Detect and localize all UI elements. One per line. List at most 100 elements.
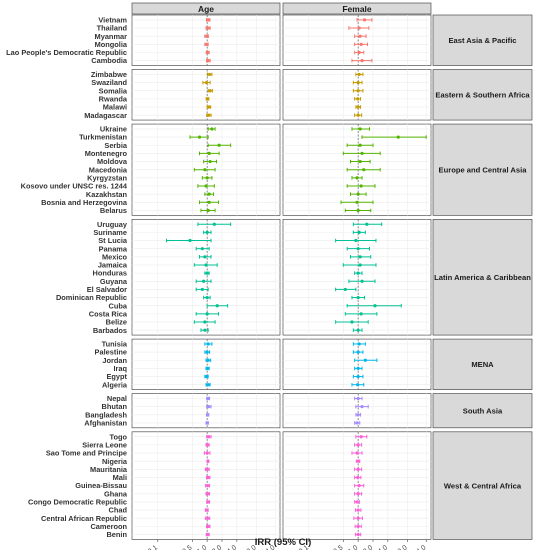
point-estimate [205,413,210,417]
point-estimate [207,405,211,409]
point-estimate [207,72,212,77]
point-estimate [205,421,209,425]
point-estimate [356,80,360,85]
estimate-female [351,127,370,131]
point-estimate [356,383,360,387]
estimate-age [193,263,218,267]
estimate-female [351,295,366,300]
estimate-age [204,42,209,47]
point-estimate [206,26,210,30]
point-estimate [356,516,360,520]
estimate-age [198,255,212,259]
estimate-female [348,279,376,284]
point-estimate [359,42,363,46]
point-estimate [205,350,209,354]
estimate-female [352,342,366,346]
country-label: Belarus [100,206,127,215]
point-estimate [358,143,362,147]
point-estimate [202,279,206,283]
country-label: St Lucia [98,236,128,245]
country-label: Bhutan [102,402,128,411]
estimate-female [335,287,357,292]
point-estimate [207,200,211,204]
estimate-female [355,459,361,463]
estimate-female [344,312,378,316]
estimate-female [355,105,362,109]
point-estimate [206,500,210,504]
panel-female-region-0 [282,14,432,66]
estimate-age [205,421,209,425]
panel-age-region-3 [131,219,281,336]
panel-female-region-3 [282,219,432,336]
country-label: Kyrgyzstan [87,173,127,182]
estimate-age [205,26,211,30]
point-estimate [207,192,211,196]
country-label: Kazakhstan [86,190,128,199]
point-estimate [358,159,362,164]
estimate-female [346,143,374,148]
country-label: Thailand [97,24,128,33]
country-label: Lao People's Democratic Republic [6,48,127,57]
point-estimate [204,374,209,379]
point-estimate [205,176,209,180]
country-label: El Salvador [87,285,127,294]
country-label: Zimbabwe [91,70,127,79]
point-estimate [360,59,364,63]
estimate-age [205,382,211,387]
point-estimate [205,484,210,488]
estimate-female [335,320,369,324]
estimate-age [204,271,210,275]
column-strip-female [282,2,432,15]
region-label: East Asia & Pacific [448,36,516,45]
country-label: Ukraine [100,125,127,134]
country-label: Afghanistan [84,419,127,428]
region-label: West & Central Africa [444,481,522,490]
point-estimate [206,358,210,362]
point-estimate [350,320,354,324]
x-tick-label: 1.0 [347,544,359,550]
estimate-female [344,208,372,213]
estimate-female [352,80,363,85]
point-estimate [360,151,364,155]
point-estimate [205,271,209,275]
estimate-female [353,516,363,521]
estimate-age [198,200,219,205]
estimate-age [195,312,219,316]
x-tick-label: 2.0 [362,544,374,550]
country-label: Dominican Republic [56,293,127,302]
point-estimate [205,230,209,234]
country-label: Turkmenistan [79,133,127,142]
region-strip [432,393,533,429]
point-estimate [357,72,361,77]
point-estimate [206,342,210,346]
country-label: Iraq [113,364,127,373]
estimate-age [206,105,212,109]
point-estimate [356,271,360,275]
estimate-female [354,524,362,529]
country-label: Bangladesh [85,410,127,419]
estimate-age [204,192,215,196]
point-estimate [355,200,359,204]
estimate-female [349,159,371,164]
estimate-age [205,443,210,447]
region-strip [432,219,533,336]
panel-age-region-1 [131,69,281,121]
region-strip [432,338,533,390]
estimate-female [335,238,377,243]
estimate-age [203,451,211,455]
country-label: Nepal [107,394,127,403]
country-label: Somalia [99,86,128,95]
point-estimate [355,500,359,504]
estimate-age [204,508,209,512]
country-label: Macedonia [89,165,128,174]
estimate-female [355,404,369,409]
estimate-female [352,230,366,235]
estimate-female [348,26,370,30]
country-label: Swaziland [91,78,127,87]
country-label: Sao Tome and Principe [46,449,127,458]
point-estimate [205,467,209,471]
estimate-female [354,443,363,447]
point-estimate [358,263,362,267]
point-estimate [217,143,221,147]
